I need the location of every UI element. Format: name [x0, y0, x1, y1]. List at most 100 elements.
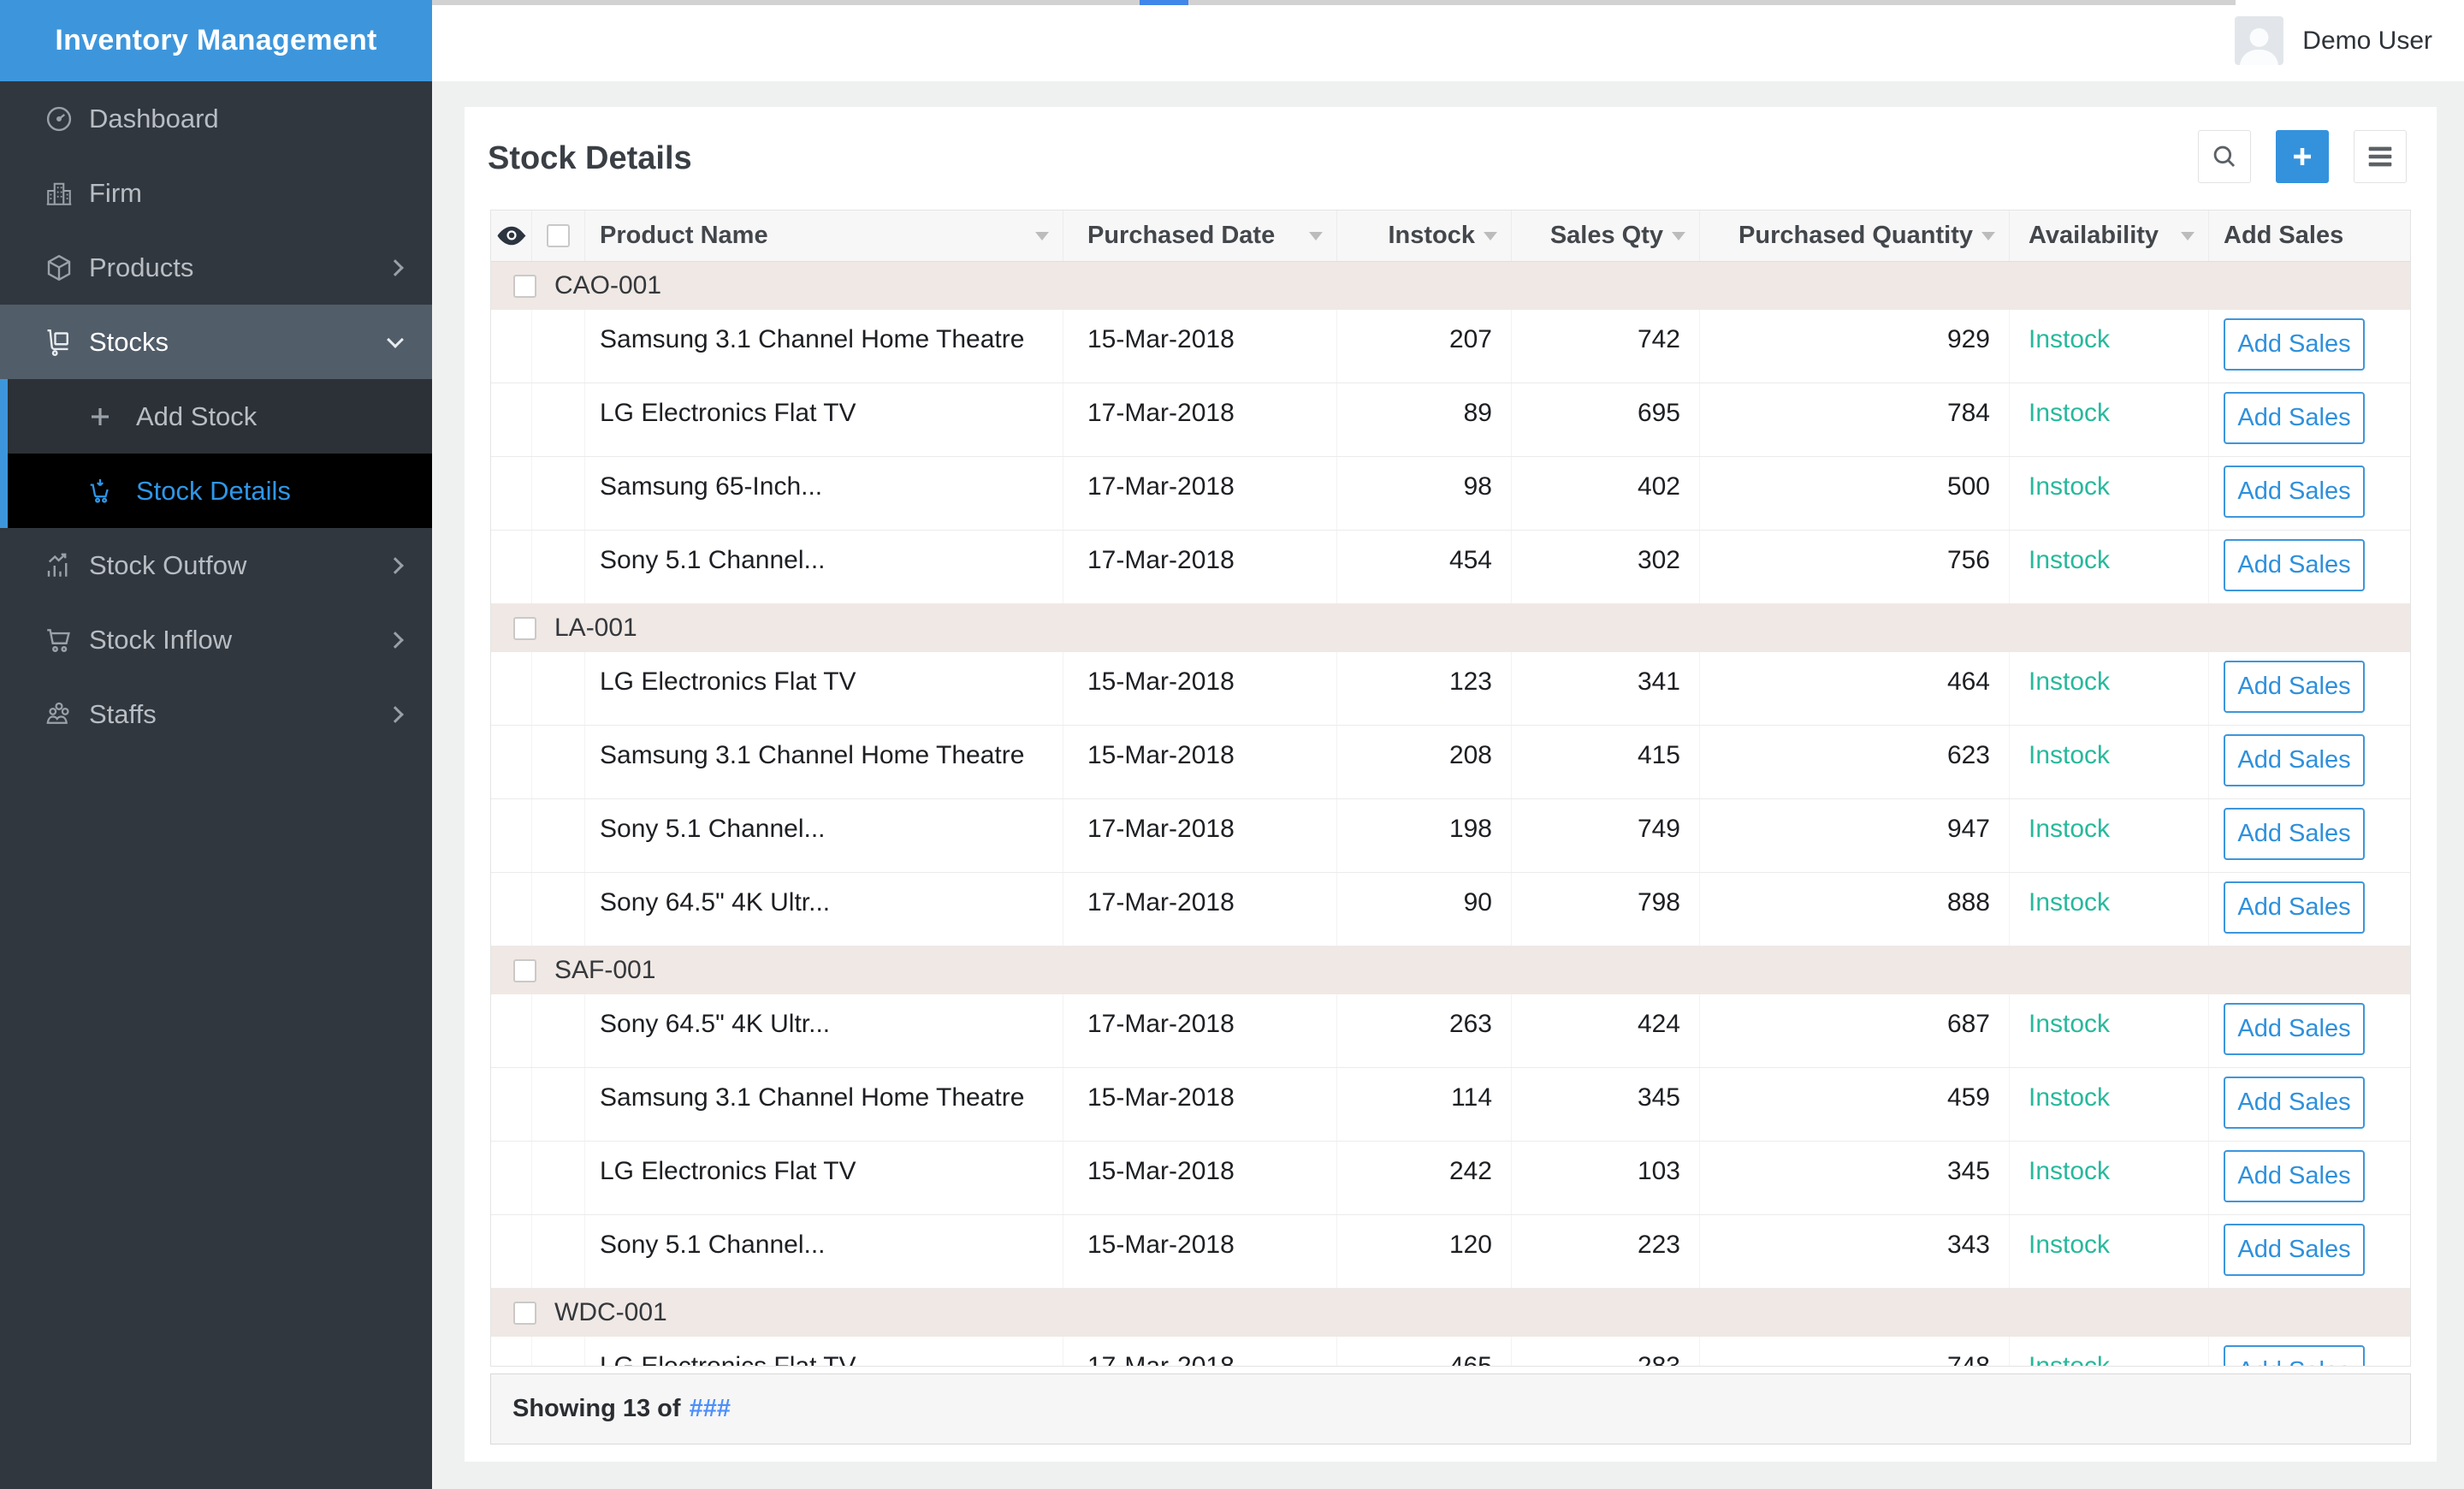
- sort-caret-icon: [2181, 231, 2194, 240]
- cell-product-name: LG Electronics Flat TV: [585, 383, 1063, 456]
- table-row: Sony 64.5" 4K Ultr... 17-Mar-2018 90 798…: [491, 873, 2410, 946]
- cell-purchased-date: 17-Mar-2018: [1063, 873, 1337, 946]
- add-sales-button[interactable]: Add Sales: [2224, 539, 2365, 591]
- sidebar-item-add-stock[interactable]: Add Stock: [8, 379, 432, 454]
- cell-purchased-quantity: 464: [1700, 652, 2010, 725]
- sort-caret-icon: [1484, 231, 1497, 240]
- top-scrollbar-track[interactable]: [432, 0, 2236, 5]
- stock-details-card: Stock Details: [465, 107, 2437, 1462]
- menu-icon: [2366, 145, 2394, 169]
- sidebar-item-products[interactable]: Products: [0, 230, 432, 305]
- stocks-submenu: Add Stock Stock Details: [0, 379, 432, 528]
- stock-outflow-chart-icon: [43, 549, 75, 582]
- checkbox-icon: [547, 224, 570, 247]
- add-sales-button[interactable]: Add Sales: [2224, 318, 2365, 371]
- sidebar-item-firm[interactable]: Firm: [0, 156, 432, 230]
- add-button[interactable]: [2276, 130, 2329, 183]
- add-sales-button[interactable]: Add Sales: [2224, 1345, 2365, 1366]
- cell-product-name: LG Electronics Flat TV: [585, 1337, 1063, 1366]
- sidebar-item-staffs[interactable]: Staffs: [0, 677, 432, 751]
- user-menu[interactable]: Demo User: [2235, 0, 2432, 81]
- group-label: CAO-001: [554, 271, 662, 300]
- group-checkbox[interactable]: [513, 274, 536, 298]
- search-button[interactable]: [2198, 130, 2251, 183]
- chevron-right-icon: [387, 705, 404, 723]
- column-header-sales-qty[interactable]: Sales Qty: [1512, 211, 1700, 261]
- cell-sales-qty: 302: [1512, 531, 1700, 603]
- topbar: Demo User: [432, 0, 2464, 81]
- stock-inflow-cart-icon: [43, 624, 75, 656]
- select-all-checkbox[interactable]: [532, 211, 585, 261]
- sidebar-item-stock-details[interactable]: Stock Details: [8, 454, 432, 528]
- sidebar-item-label: Dashboard: [89, 103, 219, 133]
- sidebar-nav: Dashboard Firm Products: [0, 81, 432, 751]
- group-checkbox[interactable]: [513, 958, 536, 982]
- sidebar-item-stock-outflow[interactable]: Stock Outfow: [0, 528, 432, 602]
- sidebar-item-label: Stock Outfow: [89, 549, 247, 580]
- group-checkbox[interactable]: [513, 1301, 536, 1325]
- cell-instock: 114: [1337, 1068, 1512, 1141]
- availability-status: Instock: [2029, 546, 2111, 574]
- add-sales-button[interactable]: Add Sales: [2224, 1150, 2365, 1202]
- add-sales-button[interactable]: Add Sales: [2224, 466, 2365, 518]
- sidebar-item-stock-inflow[interactable]: Stock Inflow: [0, 602, 432, 677]
- add-sales-button[interactable]: Add Sales: [2224, 1003, 2365, 1055]
- top-scrollbar-thumb[interactable]: [1140, 0, 1188, 5]
- sidebar-item-stocks[interactable]: Stocks: [0, 305, 432, 379]
- cell-purchased-date: 17-Mar-2018: [1063, 383, 1337, 456]
- card-header: Stock Details: [465, 107, 2437, 210]
- cell-instock: 98: [1337, 457, 1512, 530]
- cell-sales-qty: 345: [1512, 1068, 1700, 1141]
- cell-product-name: Sony 64.5" 4K Ultr...: [585, 873, 1063, 946]
- column-header-product-name[interactable]: Product Name: [585, 211, 1063, 261]
- availability-status: Instock: [2029, 1083, 2111, 1112]
- cell-product-name: Sony 5.1 Channel...: [585, 1215, 1063, 1288]
- cell-purchased-date: 15-Mar-2018: [1063, 726, 1337, 798]
- column-header-purchased-quantity[interactable]: Purchased Quantity: [1700, 211, 2010, 261]
- table-row: Samsung 3.1 Channel Home Theatre 15-Mar-…: [491, 310, 2410, 383]
- cell-product-name: LG Electronics Flat TV: [585, 652, 1063, 725]
- group-label: WDC-001: [554, 1298, 667, 1326]
- availability-status: Instock: [2029, 399, 2111, 427]
- add-sales-button[interactable]: Add Sales: [2224, 392, 2365, 444]
- column-header-instock[interactable]: Instock: [1337, 211, 1512, 261]
- cell-purchased-date: 17-Mar-2018: [1063, 994, 1337, 1067]
- add-sales-button[interactable]: Add Sales: [2224, 1224, 2365, 1276]
- cell-instock: 123: [1337, 652, 1512, 725]
- plus-icon: [2289, 143, 2316, 170]
- table-row: Sony 64.5" 4K Ultr... 17-Mar-2018 263 42…: [491, 994, 2410, 1068]
- group-header-row: CAO-001: [491, 262, 2410, 310]
- total-count-link[interactable]: ###: [689, 1395, 731, 1422]
- cell-product-name: Sony 5.1 Channel...: [585, 531, 1063, 603]
- cell-sales-qty: 402: [1512, 457, 1700, 530]
- sidebar-item-label: Products: [89, 252, 194, 282]
- add-sales-button[interactable]: Add Sales: [2224, 1077, 2365, 1129]
- table-row: LG Electronics Flat TV 17-Mar-2018 89 69…: [491, 383, 2410, 457]
- column-header-availability[interactable]: Availability: [2010, 211, 2209, 261]
- cell-instock: 263: [1337, 994, 1512, 1067]
- add-sales-button[interactable]: Add Sales: [2224, 734, 2365, 786]
- cell-purchased-date: 17-Mar-2018: [1063, 457, 1337, 530]
- menu-button[interactable]: [2354, 130, 2407, 183]
- availability-status: Instock: [2029, 888, 2111, 917]
- table-footer: Showing 13 of ###: [490, 1373, 2411, 1445]
- availability-status: Instock: [2029, 1352, 2111, 1367]
- table-row: Sony 5.1 Channel... 17-Mar-2018 198 749 …: [491, 799, 2410, 873]
- availability-status: Instock: [2029, 325, 2111, 353]
- sort-caret-icon: [1981, 231, 1995, 240]
- cell-purchased-quantity: 623: [1700, 726, 2010, 798]
- cell-purchased-quantity: 345: [1700, 1142, 2010, 1214]
- group-label: SAF-001: [554, 956, 656, 984]
- column-visibility-toggle[interactable]: [491, 211, 532, 261]
- cell-product-name: Sony 5.1 Channel...: [585, 799, 1063, 872]
- add-sales-button[interactable]: Add Sales: [2224, 808, 2365, 860]
- cell-instock: 207: [1337, 310, 1512, 383]
- add-sales-button[interactable]: Add Sales: [2224, 661, 2365, 713]
- cell-purchased-quantity: 687: [1700, 994, 2010, 1067]
- group-checkbox[interactable]: [513, 616, 536, 640]
- column-header-purchased-date[interactable]: Purchased Date: [1063, 211, 1337, 261]
- sort-caret-icon: [1672, 231, 1685, 240]
- sidebar-item-dashboard[interactable]: Dashboard: [0, 81, 432, 156]
- cell-product-name: Samsung 3.1 Channel Home Theatre: [585, 1068, 1063, 1141]
- add-sales-button[interactable]: Add Sales: [2224, 881, 2365, 934]
